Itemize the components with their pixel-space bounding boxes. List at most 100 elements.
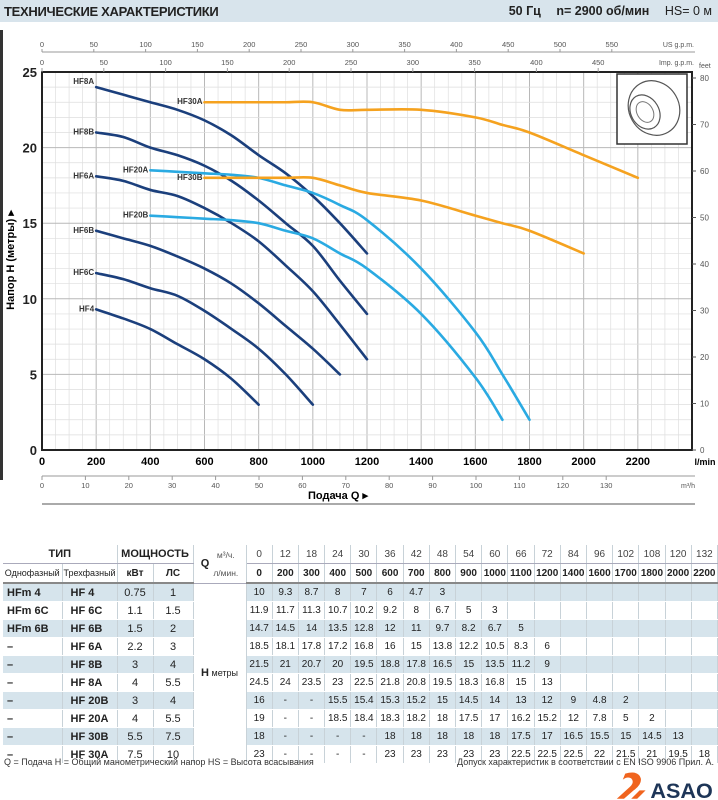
power-kw: 1.5 — [117, 619, 154, 638]
head-value: 11.2 — [507, 655, 535, 674]
three-phase-model: HF 30B — [62, 727, 118, 746]
curve-label-hf6c: HF6C — [73, 268, 94, 277]
q-lmin-value: 1200 — [534, 563, 561, 584]
head-value: 4.8 — [586, 691, 614, 710]
q-lmin-value: 2000 — [665, 563, 692, 584]
us-gpm-tick-label: 350 — [398, 40, 411, 49]
head-value: 23 — [429, 745, 457, 764]
head-value — [691, 673, 718, 692]
q-lmin-value: 300 — [298, 563, 326, 584]
head-value: 9 — [534, 655, 561, 674]
head-value: 23 — [403, 745, 430, 764]
head-value — [665, 583, 692, 602]
head-value — [691, 727, 718, 746]
head-value: 19.5 — [350, 655, 378, 674]
q-lmin-value: 1100 — [507, 563, 535, 584]
head-value: 23 — [455, 745, 483, 764]
head-value — [691, 583, 718, 602]
head-value: 22.5 — [507, 745, 535, 764]
m3h-tick-label: 110 — [513, 481, 525, 490]
head-value — [665, 637, 692, 656]
head-value: 2 — [638, 709, 666, 728]
head-value: 17 — [481, 709, 509, 728]
single-phase-model: HFm 6B — [3, 619, 63, 638]
curve-hf8b — [94, 131, 369, 316]
head-value: 23 — [246, 745, 273, 764]
head-value — [665, 673, 692, 692]
head-value: 10.5 — [481, 637, 509, 656]
head-value: 17.2 — [324, 637, 352, 656]
x-tick-label: 2000 — [571, 456, 595, 468]
header-power: МОЩНОСТЬ — [117, 545, 194, 564]
q-m3h-value: 132 — [691, 545, 718, 564]
feet-unit-label: feet — [699, 63, 711, 70]
head-value: 17 — [534, 727, 561, 746]
head-value: 9.7 — [429, 619, 457, 638]
power-kw: 4 — [117, 709, 154, 728]
logo-mark-stripe — [631, 790, 646, 799]
y-tick-label: 25 — [23, 65, 37, 80]
head-value — [691, 709, 718, 728]
single-phase-model: HFm 4 — [3, 583, 63, 602]
q-m3h-value: 60 — [481, 545, 509, 564]
head-value — [691, 601, 718, 620]
head-value: 16 — [246, 691, 273, 710]
head-value: 18 — [429, 709, 457, 728]
head-value — [560, 583, 587, 602]
imp-gpm-tick-label: 250 — [345, 58, 358, 67]
head-value — [481, 583, 509, 602]
head-value: 12.8 — [350, 619, 378, 638]
head-value: 9 — [560, 691, 587, 710]
head-value — [507, 601, 535, 620]
head-value: 18 — [246, 727, 273, 746]
head-value: 18.4 — [350, 709, 378, 728]
x-tick-label: 800 — [249, 456, 267, 468]
curve-label-hf6a: HF6A — [73, 171, 94, 180]
head-value: 4.7 — [403, 583, 430, 602]
head-value — [612, 673, 640, 692]
imp-gpm-tick-label: 100 — [159, 58, 172, 67]
q-m3h-value: 48 — [429, 545, 457, 564]
y-tick-label: 20 — [23, 141, 37, 156]
imp-gpm-tick-label: 300 — [407, 58, 420, 67]
head-value: 16.2 — [507, 709, 535, 728]
head-value — [612, 601, 640, 620]
three-phase-model: HF 6A — [62, 637, 118, 656]
head-value — [534, 619, 561, 638]
us-gpm-tick-label: 150 — [191, 40, 204, 49]
speed: n= 2900 об/мин — [556, 4, 650, 18]
imp-gpm-tick-label: 50 — [100, 58, 108, 67]
single-phase-model: – — [3, 673, 63, 692]
head-value: 14.5 — [272, 619, 299, 638]
head-value: 17.5 — [455, 709, 483, 728]
head-value: 23 — [481, 745, 509, 764]
head-value: 8.2 — [455, 619, 483, 638]
head-value: 13 — [534, 673, 561, 692]
head-value: 15.2 — [534, 709, 561, 728]
page-title: ТЕХНИЧЕСКИЕ ХАРАКТЕРИСТИКИ — [4, 4, 219, 19]
q-m3h-value: 54 — [455, 545, 483, 564]
frequency: 50 Гц — [508, 4, 541, 18]
q-unit-lmin: л/мин. — [213, 567, 239, 578]
x-tick-label: 1600 — [463, 456, 487, 468]
three-phase-model: HF 20A — [62, 709, 118, 728]
us-gpm-tick-label: 0 — [40, 40, 44, 49]
head-value: - — [350, 745, 378, 764]
head-value: - — [298, 709, 326, 728]
head-value: 16.5 — [560, 727, 587, 746]
head-value: 18.3 — [455, 673, 483, 692]
head-value: 18 — [403, 727, 430, 746]
h-unit: метры — [209, 668, 239, 679]
x-tick-label: 600 — [195, 456, 213, 468]
q-lmin-value: 1400 — [560, 563, 587, 584]
head-value: 15.3 — [376, 691, 404, 710]
head-value — [586, 583, 614, 602]
table-row: HFm 4 HF 4 0.75 1 H метры 10 9.3 8.7 8 7 6 4.7 3 — [3, 583, 718, 764]
q-unit-m3h: м³/ч. — [216, 549, 235, 560]
head-value: 14.7 — [246, 619, 273, 638]
head-value: 21 — [638, 745, 666, 764]
head-value — [586, 637, 614, 656]
curve-hf4 — [94, 308, 260, 406]
head-value: 20.7 — [298, 655, 326, 674]
head-value: 6.7 — [429, 601, 457, 620]
